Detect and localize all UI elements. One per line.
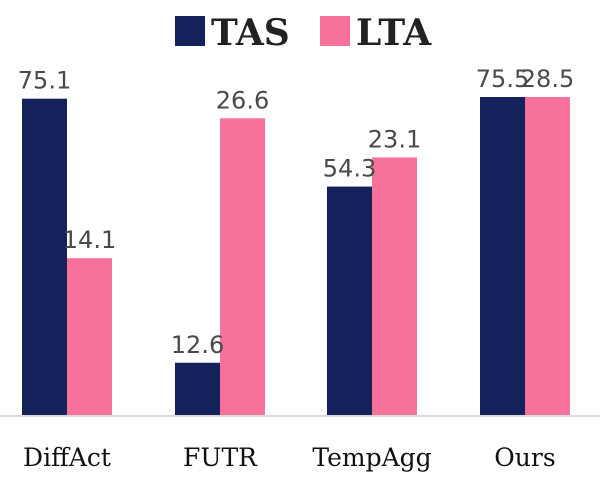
bar-lta-tempagg <box>372 157 417 416</box>
value-label-tas-diffact: 75.1 <box>18 67 71 95</box>
bar-lta-ours <box>525 97 570 416</box>
value-labels: 75.1 14.1 12.6 26.6 54.323.1 75.528.5 <box>18 65 574 359</box>
category-label-tempagg: TempAgg <box>312 443 431 472</box>
category-label-futr: FUTR <box>183 443 258 472</box>
value-label-tas-tempagg: 54.3 <box>323 155 376 183</box>
bar-tas-tempagg <box>327 186 372 416</box>
bar-tas-ours <box>480 97 525 416</box>
category-label-diffact: DiffAct <box>23 443 111 472</box>
value-label-lta-diffact: 14.1 <box>63 226 116 254</box>
legend-swatch-lta <box>320 16 350 46</box>
bar-lta-futr <box>220 118 265 417</box>
value-label-lta-ours: 28.5 <box>521 65 574 93</box>
value-label-tas-futr: 12.6 <box>171 331 224 359</box>
legend-label-lta: LTA <box>356 12 432 54</box>
value-label-lta-tempagg: 23.1 <box>368 125 421 153</box>
category-labels: DiffAct FUTR TempAgg Ours <box>23 443 556 472</box>
bar-lta-diffact <box>67 258 112 416</box>
category-label-ours: Ours <box>494 443 555 472</box>
bars <box>22 97 570 417</box>
bar-tas-diffact <box>22 98 67 416</box>
value-label-tas-ours: 75.5 <box>476 65 529 93</box>
legend-swatch-tas <box>175 16 205 46</box>
value-label-lta-futr: 26.6 <box>216 86 269 114</box>
legend-label-tas: TAS <box>211 12 290 54</box>
bar-tas-futr <box>175 362 220 416</box>
legend: TAS LTA <box>175 12 432 54</box>
